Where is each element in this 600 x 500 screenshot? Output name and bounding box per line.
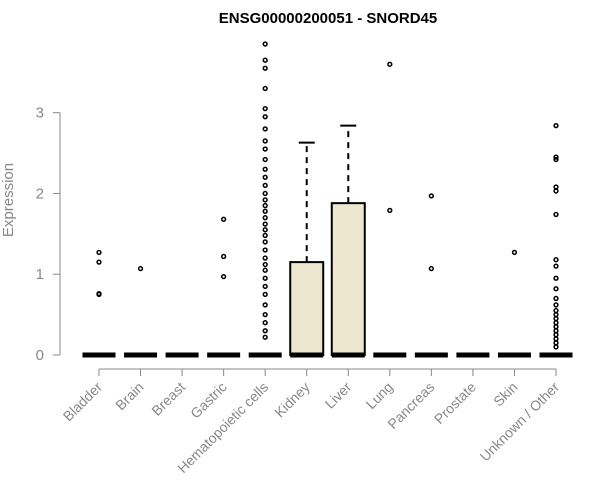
outlier-point — [96, 259, 102, 265]
outlier-point — [262, 227, 268, 233]
outlier-point — [220, 216, 227, 222]
outlier-point — [96, 249, 102, 256]
box-iqr — [330, 202, 366, 356]
outlier-point — [262, 232, 268, 239]
x-tick-label: Liver — [322, 379, 355, 412]
outlier-point — [262, 41, 268, 47]
outlier-point — [262, 65, 268, 71]
outlier-point — [262, 239, 268, 245]
outlier-point — [262, 283, 268, 289]
outlier-point — [262, 291, 268, 298]
outlier-point — [262, 126, 268, 132]
outlier-point — [428, 193, 435, 199]
outlier-point — [553, 257, 559, 263]
box-kidney — [289, 141, 325, 358]
x-tick-label: Unknown / Other — [477, 379, 563, 465]
outlier-point — [262, 215, 268, 221]
outlier-point — [262, 247, 268, 253]
outlier-point — [553, 156, 559, 163]
outlier-point — [553, 340, 559, 346]
outlier-point — [553, 263, 559, 269]
outlier-point — [553, 122, 559, 129]
outlier-point — [262, 311, 268, 318]
y-tick-label: 2 — [36, 185, 44, 202]
outlier-point — [262, 57, 268, 63]
outlier-point — [262, 261, 268, 268]
chart-title: ENSG00000200051 - SNORD45 — [219, 10, 437, 27]
outlier-point — [262, 255, 268, 261]
outlier-point — [387, 207, 393, 214]
outlier-point — [262, 275, 268, 281]
outlier-point — [262, 320, 268, 326]
outlier-point — [511, 249, 518, 256]
outlier-point — [96, 290, 102, 297]
outlier-point — [553, 307, 559, 314]
x-tick-label: Lung — [363, 379, 396, 412]
outlier-point — [220, 274, 227, 280]
x-tick-label: Kidney — [271, 379, 313, 421]
outlier-point — [553, 316, 559, 322]
outlier-point — [262, 114, 268, 120]
outlier-point — [553, 336, 559, 342]
y-axis-label: Expression — [0, 163, 17, 237]
boxes-group — [82, 124, 573, 358]
outlier-point — [262, 197, 268, 203]
outlier-point — [553, 154, 559, 160]
outlier-point — [262, 106, 268, 112]
y-tick-label: 0 — [36, 347, 44, 364]
outlier-point — [553, 320, 559, 326]
x-tick-label: Breast — [148, 379, 188, 419]
outlier-point — [262, 334, 268, 340]
outlier-point — [262, 166, 268, 172]
outlier-point — [553, 302, 559, 308]
outlier-point — [262, 146, 268, 152]
outlier-point — [553, 295, 559, 302]
outlier-point — [262, 221, 268, 227]
x-tick-label: Prostate — [431, 379, 479, 427]
outlier-point — [262, 267, 268, 273]
outlier-point — [553, 184, 559, 190]
outlier-point — [137, 265, 144, 272]
y-axis: 0 1 2 3 — [36, 105, 61, 364]
box-liver — [330, 124, 366, 358]
outlier-point — [553, 324, 559, 330]
outlier-point — [387, 61, 393, 67]
outlier-point — [262, 174, 268, 180]
box-iqr — [289, 261, 325, 356]
y-tick-label: 1 — [36, 266, 44, 283]
outlier-point — [553, 328, 559, 334]
outliers-group — [96, 41, 559, 350]
y-tick-label: 3 — [36, 105, 44, 122]
outlier-point — [262, 202, 268, 209]
outlier-point — [262, 182, 268, 189]
outlier-point — [553, 211, 559, 218]
outlier-point — [262, 328, 268, 334]
outlier-point — [553, 275, 559, 281]
x-tick-label: Bladder — [60, 379, 106, 425]
outlier-point — [553, 286, 559, 292]
outlier-point — [553, 344, 559, 350]
outlier-point — [220, 253, 227, 260]
outlier-point — [262, 190, 268, 197]
outlier-point — [262, 156, 268, 163]
outlier-point — [262, 85, 268, 92]
outlier-point — [262, 302, 268, 308]
outlier-point — [262, 208, 268, 214]
outlier-point — [262, 138, 268, 144]
outlier-point — [553, 332, 559, 338]
x-tick-label: Brain — [112, 379, 146, 413]
outlier-point — [553, 311, 559, 318]
outlier-point — [553, 188, 559, 194]
x-tick-label: Skin — [490, 379, 521, 410]
outlier-point — [428, 265, 435, 272]
